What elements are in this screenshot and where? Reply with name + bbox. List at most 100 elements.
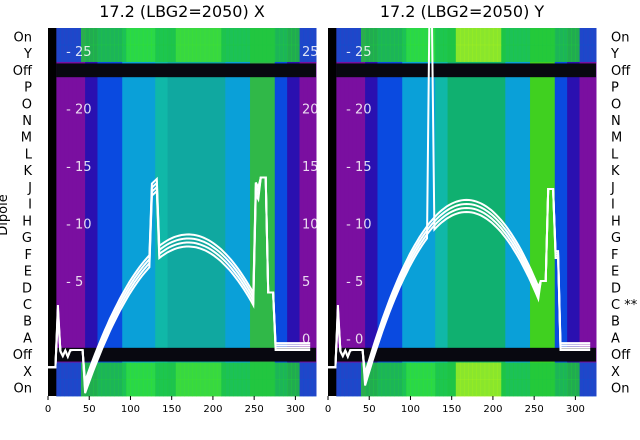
heatmap-cell [451,44,457,62]
heatmap-cell [484,362,490,380]
heatmap-cell [567,28,572,46]
heatmap-cell [204,44,210,62]
heatmap-cell [113,362,119,380]
heatmap-cell [113,379,119,397]
heatmap-cell [80,28,86,46]
heatmap-cell [221,44,226,62]
heatmap-cell [278,44,284,62]
heatmap-cell [579,44,585,62]
heatmap-cell [295,44,301,62]
heatmap-cell [159,28,164,46]
row-label: Y [610,47,619,62]
heatmap-cell [266,362,272,380]
heatmap-cell [184,362,189,380]
y-tick-label: - 15 [66,160,91,175]
heatmap-cell [402,28,407,396]
heatmap-cell [476,362,482,380]
y-tick-label: - 5 [66,275,83,290]
heatmap-cell [295,379,301,397]
heatmap-cell [303,379,309,397]
heatmap-cell [109,44,115,62]
row-label: J [610,181,615,196]
x-tick-label: 100 [121,404,140,415]
heatmap-cell [352,44,358,62]
heatmap-cell [550,28,556,46]
heatmap-cell [356,362,362,380]
heatmap-cell [385,28,391,46]
heatmap-cell [155,28,160,46]
heatmap-cell [538,362,543,380]
heatmap-cell [521,28,527,396]
heatmap-cell [571,362,576,380]
heatmap-cell [447,44,453,62]
heatmap-cell [497,28,502,396]
heatmap-cell [225,44,230,62]
panel-y: 17.2 (LBG2=2050) Y - 0 - 5 - 10 - 15 - 20 - 25… [325,2,638,415]
row-label: X [23,365,32,380]
y-tick-label: - 15 [346,160,371,175]
heatmap-cell [184,28,189,396]
x-tick-label: 150 [442,404,461,415]
row-label: O [611,97,621,112]
heatmap-cell [192,379,197,397]
heatmap-cell [550,379,556,397]
row-label: D [22,281,32,296]
heatmap-cell [435,28,440,396]
row-label: K [611,164,620,179]
heatmap-cell [521,379,527,397]
heatmap-cell [344,44,350,62]
heatmap-cell [229,362,235,380]
heatmap-cell [163,28,169,46]
y-tick-label: - 10 [66,218,91,233]
heatmap-cell [558,44,564,62]
heatmap-cell [146,362,152,380]
heatmap-cell [151,44,156,62]
heatmap-cell [196,28,202,46]
heatmap-cell [48,28,57,396]
heatmap-cell [567,28,572,396]
heatmap-cell [64,44,70,62]
heatmap-cell [208,28,214,46]
heatmap-cell [546,28,552,46]
heatmap-cell [591,362,597,380]
heatmap-cell [307,28,313,46]
heatmap-cell [130,44,136,62]
heatmap-cell [188,44,193,62]
y-tick-label: 25 [302,45,319,60]
heatmap-cell [422,28,428,46]
heatmap-cell [237,362,243,380]
heatmap-cell [192,28,197,46]
heatmap-cell [295,28,301,46]
heatmap-cell [439,28,444,396]
heatmap-cell [398,379,403,397]
heatmap-cell [373,44,378,62]
heatmap-cell [217,28,222,46]
heatmap-cell [352,28,358,396]
heatmap-cell [72,28,78,46]
heatmap-cell [563,362,568,380]
heatmap-cell [575,28,581,396]
heatmap-cell [274,28,280,396]
heatmap-cell [393,44,399,62]
heatmap-cell [163,379,169,397]
heatmap-cell [307,28,313,396]
heatmap-cell [179,379,185,397]
heatmap-cell [344,379,350,397]
heatmap-cell [431,379,436,397]
heatmap-cell [439,379,444,397]
heatmap-cell [398,28,403,46]
off-row [56,63,316,78]
heatmap-cell [122,44,127,62]
heatmap-cell [113,44,119,62]
y-tick-label: - 5 [346,275,363,290]
heatmap-cell [369,28,374,396]
row-label: C ** [611,298,638,313]
heatmap-cell [175,28,181,396]
heatmap-cell [311,362,317,380]
heatmap-cell [328,28,337,396]
x-tick-label: 100 [401,404,420,415]
row-label: P [24,81,32,96]
heatmap-cell [122,379,127,397]
x-tick-label: 200 [203,404,222,415]
row-label: Off [13,64,33,79]
